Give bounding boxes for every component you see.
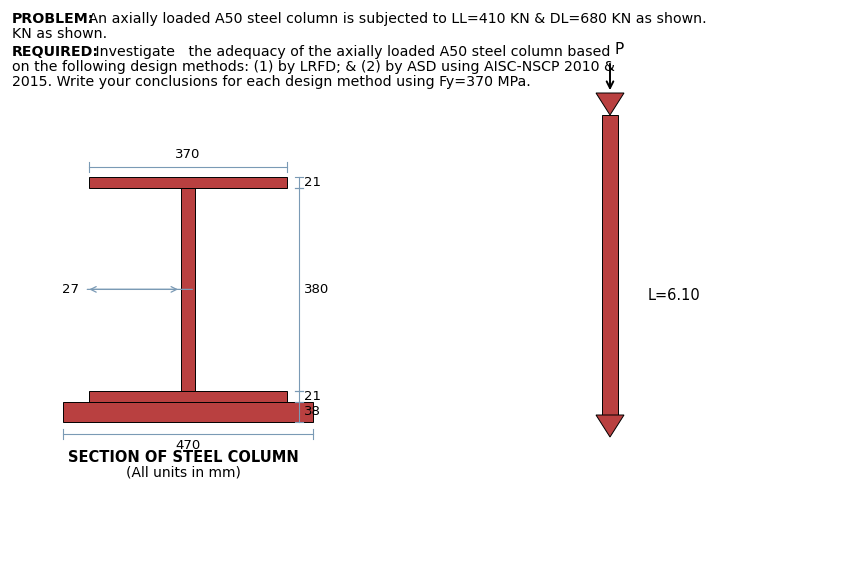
Bar bbox=[602, 115, 618, 415]
Polygon shape bbox=[596, 415, 624, 437]
Text: L=6.10: L=6.10 bbox=[648, 287, 700, 303]
Text: 21: 21 bbox=[304, 390, 321, 402]
Bar bbox=[63, 402, 313, 422]
Text: (All units in mm): (All units in mm) bbox=[126, 466, 241, 480]
Text: on the following design methods: (1) by LRFD; & (2) by ASD using AISC-NSCP 2010 : on the following design methods: (1) by … bbox=[12, 60, 615, 74]
Text: 470: 470 bbox=[176, 439, 201, 452]
Text: 21: 21 bbox=[304, 176, 321, 189]
Text: Investigate   the adequacy of the axially loaded A50 steel column based: Investigate the adequacy of the axially … bbox=[91, 45, 611, 59]
Text: SECTION OF STEEL COLUMN: SECTION OF STEEL COLUMN bbox=[68, 450, 298, 465]
Text: 27: 27 bbox=[63, 283, 80, 296]
Text: 2015. Write your conclusions for each design method using Fy=370 MPa.: 2015. Write your conclusions for each de… bbox=[12, 75, 531, 89]
Text: PROBLEM:: PROBLEM: bbox=[12, 12, 94, 26]
Bar bbox=[181, 188, 195, 390]
Text: REQUIRED:: REQUIRED: bbox=[12, 45, 99, 59]
Text: An axially loaded A50 steel column is subjected to LL=410 KN & DL=680 KN as show: An axially loaded A50 steel column is su… bbox=[84, 12, 706, 26]
Bar bbox=[90, 390, 287, 402]
Polygon shape bbox=[596, 93, 624, 115]
Text: 380: 380 bbox=[304, 283, 329, 296]
Bar bbox=[90, 177, 287, 188]
Text: P: P bbox=[614, 42, 623, 57]
Text: 38: 38 bbox=[304, 405, 321, 418]
Text: 370: 370 bbox=[176, 148, 201, 161]
Text: KN as shown.: KN as shown. bbox=[12, 27, 107, 41]
